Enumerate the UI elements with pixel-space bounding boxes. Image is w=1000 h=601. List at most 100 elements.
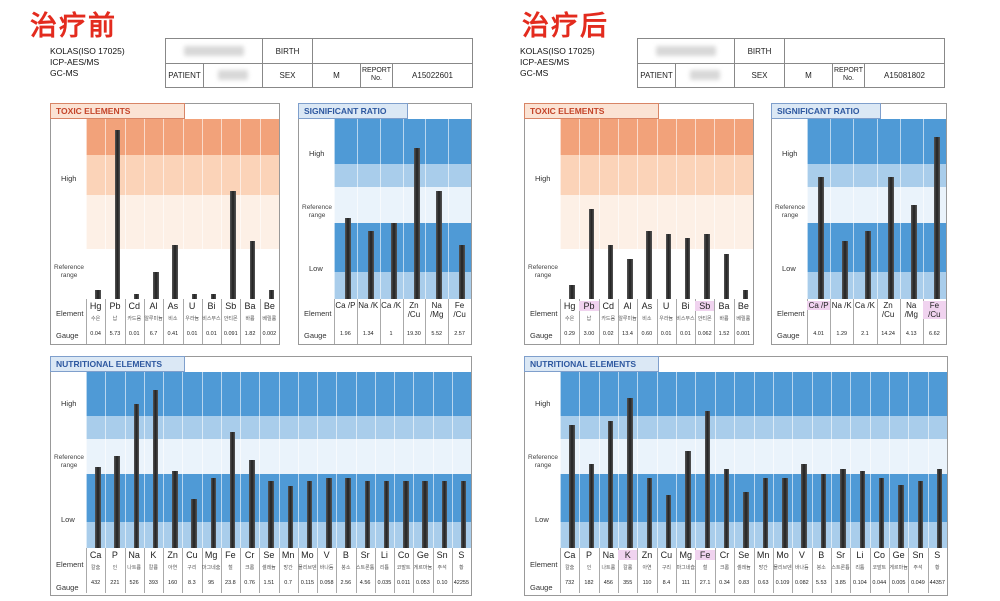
gauge-value: 0.053	[415, 580, 430, 586]
element-label: Element	[530, 309, 558, 318]
element-symbol: Cu	[660, 550, 673, 560]
chart-column	[355, 372, 376, 548]
low-label: Low	[61, 515, 75, 524]
gauge-value: 3.85	[835, 580, 846, 586]
column-divider	[143, 299, 145, 344]
element-symbol: K	[618, 550, 638, 560]
column-divider	[830, 548, 832, 593]
column-divider	[240, 299, 242, 344]
element-symbol: Cr	[244, 550, 255, 560]
element-korean-name: 베릴륨	[262, 316, 277, 322]
chart-column	[182, 372, 202, 548]
element-symbol: Fe /Cu	[922, 301, 946, 319]
chart-bar	[685, 451, 691, 548]
element-symbol: P	[111, 550, 118, 560]
gauge-value: 182	[584, 580, 594, 586]
column-divider	[853, 299, 855, 344]
chart-bar	[287, 486, 294, 548]
element-symbol: V	[798, 550, 805, 560]
element-symbol: Zn	[167, 550, 178, 560]
column-divider	[618, 548, 620, 593]
chart-bar	[230, 191, 236, 299]
nutritional-chart	[86, 372, 471, 548]
column-divider	[334, 299, 335, 344]
column-divider	[86, 299, 87, 344]
chart-column	[695, 119, 715, 299]
column-divider	[201, 299, 203, 344]
gauge-value: 0.044	[872, 580, 887, 586]
gauge-value: 0.01	[660, 331, 672, 337]
chart-column	[182, 119, 203, 299]
column-divider	[356, 299, 358, 344]
high-label: High	[61, 174, 77, 183]
chart-column	[656, 119, 677, 299]
element-symbol: Cd	[602, 301, 614, 311]
chart-column	[143, 372, 164, 548]
gauge-value: 0.058	[319, 580, 334, 586]
column-divider	[124, 299, 126, 344]
element-symbol: U	[662, 301, 670, 311]
element-symbol: Co	[397, 550, 410, 560]
element-symbol: U	[188, 301, 196, 311]
column-divider	[695, 299, 697, 344]
ref-label: Reference range	[528, 264, 558, 279]
chart-bar	[704, 410, 711, 548]
gauge-value: 0.04	[90, 331, 101, 337]
column-divider	[656, 299, 658, 344]
page-title: 治疗后	[522, 11, 609, 42]
element-symbol: S	[934, 550, 941, 560]
column-divider	[869, 548, 871, 593]
chart-bar	[685, 237, 691, 299]
column-divider	[792, 548, 794, 593]
gauge-value: 1.34	[362, 331, 374, 337]
chart-column	[221, 119, 241, 299]
gauge-value: 8.4	[662, 580, 671, 586]
element-korean-name: 구리	[187, 565, 197, 571]
chart-bar	[818, 176, 825, 299]
element-symbol: Na /Mg	[904, 301, 918, 319]
chart-column	[617, 119, 638, 299]
column-divider	[772, 548, 774, 593]
element-symbol: B	[818, 550, 825, 560]
chart-bar	[345, 477, 351, 548]
element-symbol: Ca /P	[335, 301, 356, 310]
column-divider	[579, 548, 581, 593]
toxic-chart	[86, 119, 279, 299]
column-divider	[675, 299, 677, 344]
element-symbol: Se	[263, 550, 275, 560]
column-divider	[734, 548, 736, 593]
chart-bar	[133, 403, 140, 548]
gauge-value: 0.29	[564, 331, 575, 337]
gauge-value: 0.63	[757, 580, 769, 586]
element-korean-name: 코발트	[396, 565, 411, 571]
element-korean-name: 크롬	[719, 565, 730, 571]
chart-bar	[229, 431, 236, 548]
element-symbol: Fe	[225, 550, 236, 560]
element-symbol: Fe	[695, 550, 715, 560]
gauge-value: 5.73	[109, 331, 121, 337]
chart-bar	[191, 498, 197, 548]
chart-column	[432, 372, 453, 548]
element-symbol: Mn	[756, 550, 770, 560]
chart-column	[143, 119, 164, 299]
column-divider	[221, 299, 223, 344]
element-korean-name: 우라늄	[185, 316, 200, 322]
gauge-value: 8.3	[188, 580, 196, 586]
element-symbol: Sb	[225, 301, 237, 311]
column-divider	[105, 299, 107, 344]
chart-bar	[742, 290, 749, 299]
element-symbol: Na /K	[358, 301, 379, 310]
birth-label: BIRTH	[735, 39, 785, 63]
element-symbol: Na	[602, 550, 615, 560]
gauge-value: 0.011	[396, 580, 411, 586]
column-divider	[733, 299, 735, 344]
gauge-value: 6.62	[929, 331, 940, 337]
report-after: 治疗后 KOLAS(ISO 17025) ICP-AES/MS GC-MS BI…	[500, 0, 1000, 601]
gauge-value: 0.02	[602, 331, 614, 337]
chart-bar	[665, 234, 672, 299]
chart-bar	[723, 254, 730, 299]
column-divider	[922, 299, 924, 344]
column-divider	[124, 548, 126, 593]
gauge-value: 0.115	[300, 580, 315, 586]
chart-column	[772, 372, 793, 548]
